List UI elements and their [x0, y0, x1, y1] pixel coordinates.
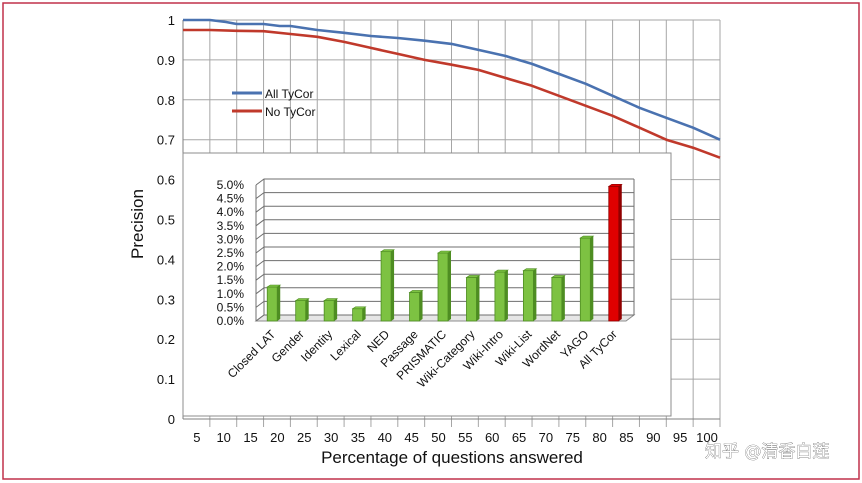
- y-tick-label: 0.5: [157, 213, 175, 228]
- bar-gender: [295, 300, 307, 322]
- bar-wiki-list: [522, 270, 534, 322]
- bar-top-wiki-intro: [493, 269, 509, 273]
- legend-label-no-tycor: No TyCor: [265, 105, 315, 119]
- x-axis-title: Percentage of questions answered: [321, 448, 583, 467]
- inset-y-tick-label: 2.0%: [217, 260, 245, 274]
- x-tick-label: 60: [485, 430, 499, 445]
- main-series: [183, 18, 721, 159]
- y-axis-title: Precision: [128, 189, 147, 259]
- bar-top-yago: [579, 235, 595, 239]
- bar-top-closed-lat: [266, 284, 282, 288]
- inset-bar-chart: 0.0%0.5%1.0%1.5%2.0%2.5%3.0%3.5%4.0%4.5%…: [182, 152, 672, 417]
- bar-top-identity: [323, 298, 339, 301]
- bar-top-all-tycor: [607, 184, 623, 187]
- series-line-no-tycor: [183, 28, 721, 159]
- inset-y-tick-label: 5.0%: [217, 178, 245, 192]
- bar-side-all-tycor: [618, 184, 622, 321]
- bar-side-lexical: [362, 306, 366, 321]
- x-tick-label: 85: [619, 430, 633, 445]
- bar-passage: [409, 292, 420, 322]
- y-tick-label: 0.7: [157, 133, 175, 148]
- bar-closed-lat: [266, 286, 278, 322]
- inset-y-tick-label: 1.5%: [217, 273, 245, 287]
- x-tick-label: 30: [324, 430, 338, 445]
- bar-side-passage: [419, 290, 423, 321]
- bar-side-wordnet: [561, 275, 565, 321]
- bar-side-wiki-intro: [504, 270, 508, 321]
- bar-side-wiki-category: [476, 275, 480, 321]
- bar-all-tycor: [608, 185, 620, 322]
- bar-wiki-category: [466, 277, 477, 322]
- bar-top-wiki-category: [465, 275, 481, 278]
- x-tick-label: 65: [512, 430, 526, 445]
- bar-top-wordnet: [550, 275, 566, 278]
- legend: All TyCor No TyCor: [232, 87, 315, 119]
- main-x-ticks: 5 10 15 20 25 30 35 40 45 50 55 60 65 70 75 80 85 90 95 100: [193, 430, 718, 445]
- inset-grid: [254, 178, 636, 322]
- inset-y-tick-label: 4.5%: [217, 192, 245, 206]
- inset-y-tick-label: 3.5%: [217, 219, 245, 233]
- x-tick-label: 35: [351, 430, 365, 445]
- x-tick-label: 90: [646, 430, 660, 445]
- inset-y-tick-label: 0.5%: [217, 300, 245, 314]
- bar-side-gender: [305, 298, 309, 321]
- bar-wordnet: [551, 277, 563, 322]
- bar-identity: [323, 300, 335, 322]
- y-tick-label: 0.1: [157, 372, 175, 387]
- bar-side-prismatic: [448, 251, 451, 321]
- inset-bars: [266, 184, 623, 322]
- x-tick-label: 40: [378, 430, 392, 445]
- bar-top-lexical: [351, 306, 367, 310]
- watermark: 知乎 @清香白莲: [705, 442, 829, 462]
- y-tick-label: 0: [168, 412, 175, 427]
- x-tick-label: 50: [431, 430, 445, 445]
- x-tick-label: 20: [270, 430, 284, 445]
- bar-ned: [380, 251, 392, 322]
- bar-side-closed-lat: [277, 285, 281, 321]
- bar-side-ned: [391, 249, 395, 321]
- inset-y-tick-label: 2.5%: [217, 246, 245, 260]
- x-tick-label: 5: [193, 430, 200, 445]
- x-tick-label: 95: [673, 430, 687, 445]
- y-tick-label: 0.4: [157, 252, 175, 267]
- bar-side-identity: [334, 298, 338, 321]
- bar-top-ned: [380, 249, 396, 252]
- y-tick-label: 0.3: [157, 292, 175, 307]
- x-tick-label: 70: [539, 430, 553, 445]
- x-tick-label: 25: [297, 430, 311, 445]
- x-tick-label: 10: [216, 430, 230, 445]
- main-y-ticks: 0 0.1 0.2 0.3 0.4 0.5 0.6 0.7 0.8 0.9 1: [157, 13, 175, 427]
- x-tick-label: 55: [458, 430, 472, 445]
- inset-y-ticks: 0.0%0.5%1.0%1.5%2.0%2.5%3.0%3.5%4.0%4.5%…: [217, 178, 245, 328]
- bar-top-gender: [294, 298, 310, 301]
- legend-label-all-tycor: All TyCor: [265, 87, 313, 101]
- inset-y-tick-label: 3.0%: [217, 232, 245, 246]
- bar-side-yago: [590, 236, 594, 321]
- bar-side-wiki-list: [533, 268, 537, 321]
- bar-prismatic: [437, 252, 449, 322]
- x-tick-label: 75: [566, 430, 580, 445]
- x-tick-label: 80: [592, 430, 606, 445]
- x-tick-label: 100: [696, 430, 718, 445]
- bar-top-wiki-list: [522, 268, 538, 271]
- y-tick-label: 0.8: [157, 93, 175, 108]
- bar-yago: [579, 237, 591, 322]
- bar-wiki-intro: [494, 271, 506, 322]
- y-tick-label: 0.2: [157, 332, 175, 347]
- y-tick-label: 0.6: [157, 173, 175, 188]
- inset-y-tick-label: 4.0%: [217, 205, 245, 219]
- y-tick-label: 1: [168, 13, 175, 28]
- x-tick-label: 15: [243, 430, 257, 445]
- inset-y-tick-label: 0.0%: [217, 314, 245, 328]
- x-tick-label: 45: [404, 430, 418, 445]
- bar-lexical: [352, 308, 364, 322]
- bar-top-passage: [408, 290, 424, 293]
- series-line-all-tycor: [183, 18, 721, 141]
- y-tick-label: 0.9: [157, 53, 175, 68]
- inset-y-tick-label: 1.0%: [217, 287, 245, 301]
- bar-top-prismatic: [437, 250, 452, 254]
